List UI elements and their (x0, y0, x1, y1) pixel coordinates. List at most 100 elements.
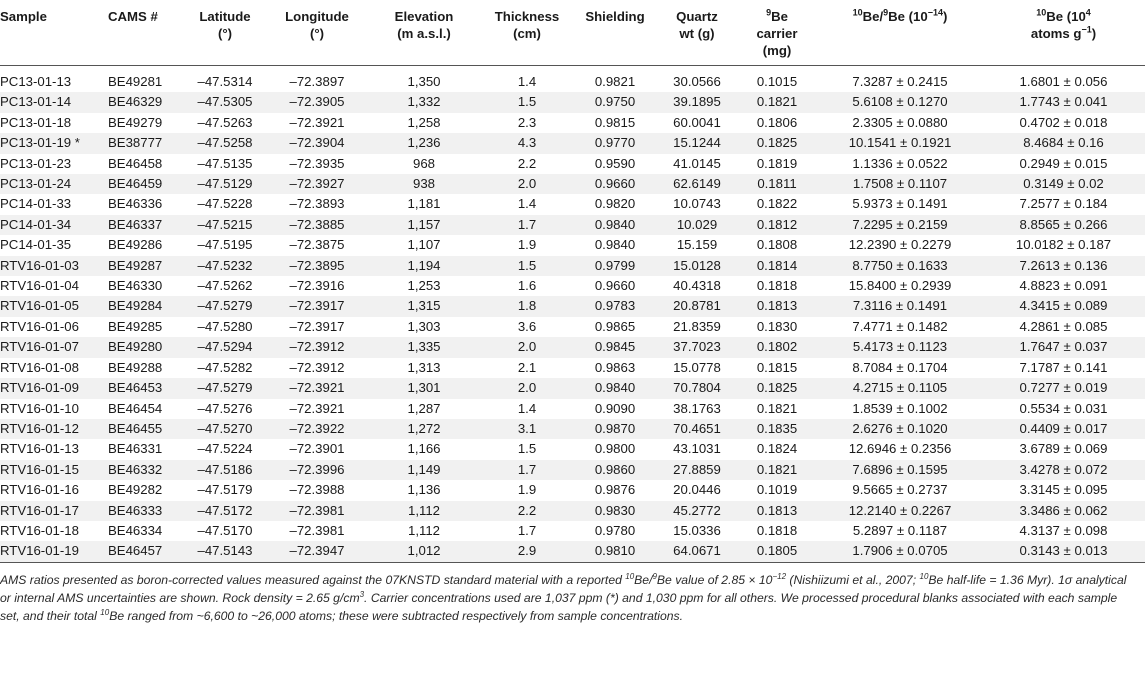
cell-carrier: 0.1814 (756, 257, 798, 273)
table-row: RTV16-01-06 BE49285 –47.5280 –72.3917 1,303 3… (0, 317, 1145, 337)
cell-shielding: 0.9660 (594, 176, 636, 192)
header-latitude: Latitude (°) (199, 9, 251, 41)
table-row: RTV16-01-08 BE49288 –47.5282 –72.3912 1,313 2… (0, 358, 1145, 378)
cell-shielding: 0.9660 (594, 278, 636, 294)
cell-concentration: 1.7743 ± 0.041 (1019, 94, 1108, 110)
cell-shielding: 0.9870 (594, 420, 636, 436)
cell-longitude: –72.3988 (289, 482, 345, 498)
cell-thickness: 4.3 (517, 135, 537, 151)
cell-concentration: 0.3149 ± 0.02 (1023, 176, 1104, 192)
cell-thickness: 2.3 (517, 114, 537, 130)
cell-thickness: 1.4 (517, 74, 537, 89)
cell-longitude: –72.3901 (289, 441, 345, 457)
cell-elevation: 1,107 (407, 237, 441, 253)
cell-carrier: 0.1821 (756, 461, 798, 477)
cell-sample: RTV16-01-13 (0, 441, 79, 457)
cell-elevation: 1,287 (407, 400, 441, 416)
table-row: RTV16-01-13 BE46331 –47.5224 –72.3901 1,166 1… (0, 439, 1145, 459)
cell-ratio: 1.8539 ± 0.1002 (852, 400, 948, 416)
cell-elevation: 1,112 (407, 502, 441, 518)
cell-longitude: –72.3905 (289, 94, 345, 110)
cell-shielding: 0.9770 (594, 135, 636, 151)
cell-carrier: 0.1015 (756, 74, 798, 89)
header-sample: Sample (0, 9, 47, 24)
cell-sample: RTV16-01-16 (0, 482, 79, 498)
header-thickness: Thickness (cm) (494, 9, 560, 41)
cell-sample: PC13-01-14 (0, 94, 72, 110)
cell-quartz: 15.0128 (673, 257, 721, 273)
cell-latitude: –47.5294 (197, 339, 253, 355)
cell-carrier: 0.1819 (756, 155, 798, 171)
cell-shielding: 0.9810 (594, 543, 636, 559)
cell-elevation: 1,272 (407, 420, 441, 436)
table-row: PC13-01-13 BE49281 –47.5314 –72.3897 1,350 1.… (0, 66, 1145, 93)
table-row: RTV16-01-09 BE46453 –47.5279 –72.3921 1,301 2… (0, 378, 1145, 399)
cell-elevation: 1,335 (407, 339, 441, 355)
header-cams: CAMS # (108, 9, 158, 24)
cell-ratio: 12.6946 ± 0.2356 (848, 441, 952, 457)
cell-quartz: 37.7023 (673, 339, 721, 355)
cell-ratio: 9.5665 ± 0.2737 (852, 482, 948, 498)
cell-latitude: –47.5276 (197, 400, 253, 416)
cell-carrier: 0.1811 (757, 176, 797, 192)
cell-shielding: 0.9840 (594, 380, 636, 396)
cell-shielding: 0.9876 (594, 482, 636, 498)
cell-quartz: 64.0671 (673, 543, 721, 559)
header-shielding: Shielding (585, 9, 645, 24)
cell-sample: RTV16-01-04 (0, 278, 79, 294)
cell-concentration: 0.3143 ± 0.013 (1019, 543, 1108, 559)
cell-carrier: 0.1802 (756, 339, 798, 355)
table-row: PC13-01-14 BE46329 –47.5305 –72.3905 1,332 1.… (0, 92, 1145, 113)
cell-shielding: 0.9820 (594, 196, 636, 212)
cell-carrier: 0.1825 (756, 380, 798, 396)
cell-concentration: 3.4278 ± 0.072 (1019, 461, 1108, 477)
cell-latitude: –47.5280 (197, 318, 253, 334)
cell-latitude: –47.5186 (197, 461, 253, 477)
cell-concentration: 4.3415 ± 0.089 (1019, 298, 1108, 314)
cell-thickness: 2.2 (517, 155, 537, 171)
cell-elevation: 1,253 (407, 278, 441, 294)
cell-concentration: 0.7277 ± 0.019 (1019, 380, 1108, 396)
cell-longitude: –72.3904 (289, 135, 345, 151)
cell-ratio: 7.3116 ± 0.1491 (852, 298, 948, 314)
cell-elevation: 1,258 (407, 114, 441, 130)
cell-latitude: –47.5135 (197, 155, 253, 171)
table-row: RTV16-01-18 BE46334 –47.5170 –72.3981 1,112 1… (0, 521, 1145, 541)
cell-quartz: 60.0041 (673, 114, 721, 130)
cell-shielding: 0.9750 (594, 94, 636, 110)
cell-cams: BE49286 (108, 237, 163, 253)
cell-thickness: 1.9 (517, 482, 537, 498)
cell-concentration: 3.3486 ± 0.062 (1019, 502, 1108, 518)
cell-cams: BE46330 (108, 278, 163, 294)
table-row: PC13-01-19 * BE38777 –47.5258 –72.3904 1,236… (0, 133, 1145, 154)
cell-thickness: 1.5 (517, 94, 537, 110)
table-row: RTV16-01-05 BE49284 –47.5279 –72.3917 1,315 1… (0, 296, 1145, 317)
cell-thickness: 1.8 (517, 298, 537, 314)
cell-elevation: 1,166 (407, 441, 441, 457)
cell-latitude: –47.5143 (197, 543, 253, 559)
cell-sample: PC13-01-19 * (0, 135, 80, 151)
table-row: PC14-01-34 BE46337 –47.5215 –72.3885 1,157 1.… (0, 214, 1145, 236)
cell-cams: BE46334 (108, 522, 163, 538)
cell-concentration: 0.5534 ± 0.031 (1019, 400, 1108, 416)
cell-ratio: 7.4771 ± 0.1482 (852, 318, 948, 334)
cell-concentration: 4.8823 ± 0.091 (1019, 278, 1108, 294)
cell-longitude: –72.3895 (289, 257, 345, 273)
cell-sample: RTV16-01-15 (0, 461, 79, 477)
cell-elevation: 1,313 (407, 359, 441, 375)
cell-elevation: 1,149 (407, 461, 441, 477)
cell-shielding: 0.9590 (594, 155, 636, 171)
cell-quartz: 15.0778 (673, 359, 721, 375)
cell-thickness: 1.5 (517, 441, 537, 457)
cell-shielding: 0.9860 (594, 461, 636, 477)
cell-shielding: 0.9865 (594, 318, 636, 334)
cell-quartz: 20.8781 (673, 298, 721, 314)
cell-latitude: –47.5170 (197, 522, 253, 538)
header-elevation: Elevation (m a.s.l.) (394, 9, 454, 41)
cell-elevation: 1,194 (407, 257, 441, 273)
cell-cams: BE49285 (108, 318, 163, 334)
cell-quartz: 43.1031 (673, 441, 721, 457)
cell-quartz: 15.159 (676, 237, 718, 253)
header-quartz: Quartz wt (g) (676, 9, 718, 41)
